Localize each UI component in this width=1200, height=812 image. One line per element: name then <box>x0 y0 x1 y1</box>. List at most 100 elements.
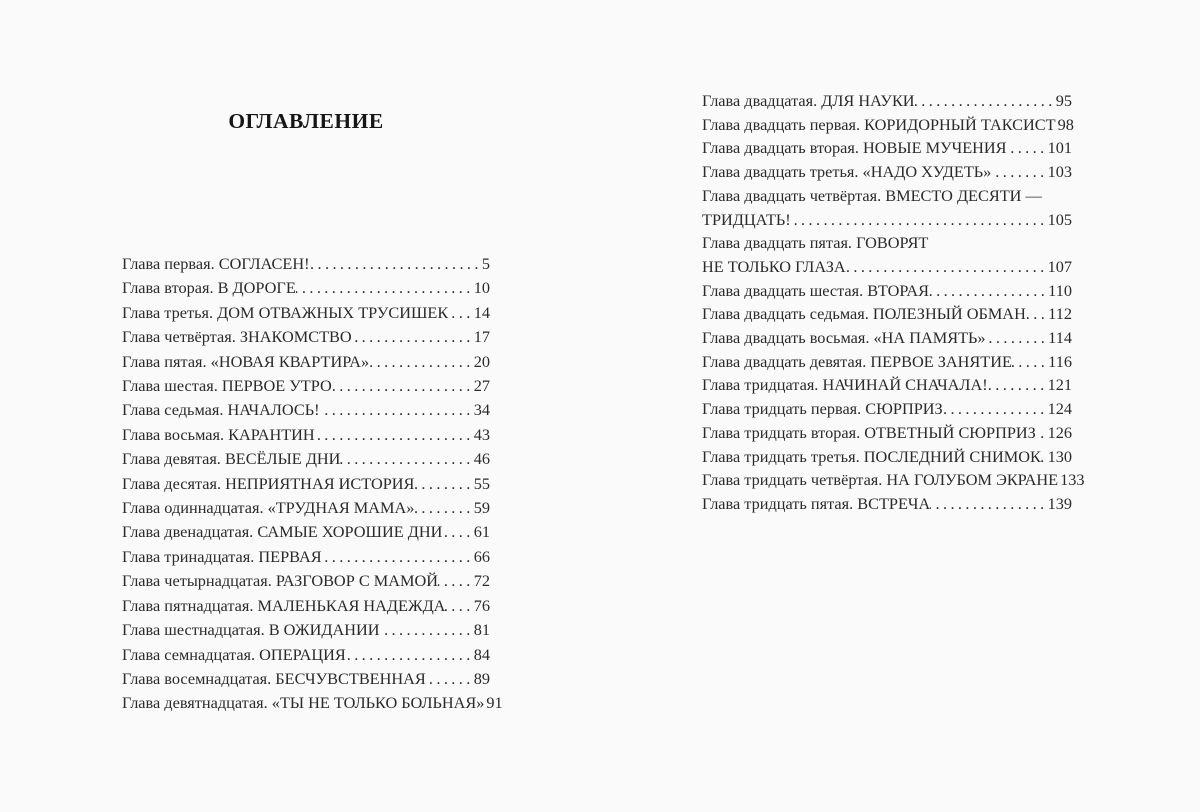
toc-entry: Глава тридцать пятая. ВСТРЕЧА 139 <box>702 492 1072 516</box>
toc-entry-line: Глава тридцать третья. ПОСЛЕДНИЙ СНИМОК 1… <box>702 445 1072 469</box>
toc-entry: Глава двадцать вторая. НОВЫЕ МУЧЕНИЯ 101 <box>702 136 1072 160</box>
toc-entry-title: Глава четвёртая. ЗНАКОМСТВО <box>122 327 352 347</box>
toc-entry-title: Глава одиннадцатая. «ТРУДНАЯ МАМА» <box>122 498 415 518</box>
toc-entry-title: Глава двадцать третья. «НАДО ХУДЕТЬ» <box>702 162 992 182</box>
dot-leader <box>791 208 1048 232</box>
toc-entry: Глава восемнадцатая. БЕСЧУВСТВЕННАЯ 89 <box>122 667 490 691</box>
toc-entry-page-number: 112 <box>1048 304 1072 324</box>
toc-entry-page-number: 5 <box>481 254 490 273</box>
dot-leader <box>1007 136 1048 160</box>
toc-entry: Глава вторая. В ДОРОГЕ 10 <box>122 276 490 300</box>
toc-entry-line: Глава тридцатая. НАЧИНАЙ СНАЧАЛА! 121 <box>702 373 1072 397</box>
toc-entry: Глава тридцатая. НАЧИНАЙ СНАЧАЛА! 121 <box>702 373 1072 397</box>
toc-entry-page-number: 126 <box>1047 422 1072 442</box>
toc-entry: Глава пятая. «НОВАЯ КВАРТИРА» 20 <box>122 350 490 374</box>
dot-leader <box>929 279 1048 303</box>
toc-entry: Глава тринадцатая. ПЕРВАЯ 66 <box>122 545 490 569</box>
dot-leader <box>296 276 474 300</box>
toc-entry-page-number: 14 <box>473 302 490 322</box>
dot-leader <box>320 398 474 422</box>
toc-column-right: Глава двадцатая. ДЛЯ НАУКИ95Глава двадца… <box>702 89 1085 516</box>
toc-entry-title: Глава первая. СОГЛАСЕН! <box>122 254 310 273</box>
toc-entry-page-number: 43 <box>473 424 490 444</box>
toc-entry-line: Глава девятая. ВЕСЁЛЫЕ ДНИ 46 <box>122 447 490 471</box>
toc-entry-line: Глава первая. СОГЛАСЕН! 5 <box>122 252 490 276</box>
toc-entry-line: Глава двадцатая. ДЛЯ НАУКИ 95 <box>702 89 1072 113</box>
toc-column-left: Глава первая. СОГЛАСЕН! 5 Глава вторая. В … <box>122 252 503 716</box>
dot-leader <box>438 569 474 593</box>
toc-entry: Глава двадцать девятая. ПЕРВОЕ ЗАНЯТИЕ 11… <box>702 350 1072 374</box>
toc-entry-title: Глава восьмая. КАРАНТИН <box>122 424 315 444</box>
toc-entry-title: Глава двадцать седьмая. ПОЛЕЗНЫЙ ОБМАН <box>702 304 1026 324</box>
toc-entry-line: Глава восьмая. КАРАНТИН 43 <box>122 423 490 447</box>
toc-entry-line: Глава четырнадцатая. РАЗГОВОР С МАМОЙ 72 <box>122 569 490 593</box>
toc-entry-line: Глава девятнадцатая. «ТЫ НЕ ТОЛЬКО БОЛЬН… <box>122 691 503 715</box>
toc-entry: Глава семнадцатая. ОПЕРАЦИЯ 84 <box>122 643 490 667</box>
toc-entry-line: Глава тридцать четвёртая. НА ГОЛУБОМ ЭКР… <box>702 468 1085 492</box>
toc-entry-title: Глава седьмая. НАЧАЛОСЬ! <box>122 400 320 420</box>
toc-entry-title: Глава двадцать вторая. НОВЫЕ МУЧЕНИЯ <box>702 138 1007 158</box>
toc-entry: Глава тридцать вторая. ОТВЕТНЫЙ СЮРПРИЗ 1… <box>702 421 1072 445</box>
toc-entry-line: Глава тридцать вторая. ОТВЕТНЫЙ СЮРПРИЗ 1… <box>702 421 1072 445</box>
toc-entry-line: Глава двадцать седьмая. ПОЛЕЗНЫЙ ОБМАН 11… <box>702 302 1072 326</box>
toc-entry-line: Глава шестнадцатая. В ОЖИДАНИИ 81 <box>122 618 490 642</box>
toc-entry-title: Глава тридцатая. НАЧИНАЙ СНАЧАЛА! <box>702 375 988 395</box>
toc-entry-page-number: 107 <box>1047 256 1072 276</box>
toc-entry: Глава двадцать третья. «НАДО ХУДЕТЬ» 103 <box>702 160 1072 184</box>
toc-entry-title: ТРИДЦАТЬ! <box>702 209 791 229</box>
toc-entry-line: Глава двадцать пятая. ГОВОРЯТ <box>702 231 1072 255</box>
toc-entry-page-number: 98 <box>1057 114 1074 134</box>
toc-entry-page-number: 66 <box>473 546 490 566</box>
dot-leader <box>448 301 474 325</box>
toc-entry-title: Глава пятая. «НОВАЯ КВАРТИРА» <box>122 351 370 371</box>
toc-entry-title: Глава тридцать первая. СЮРПРИЗ <box>702 399 943 419</box>
toc-entry-page-number: 59 <box>473 498 490 518</box>
toc-entry: Глава двенадцатая. САМЫЕ ХОРОШИЕ ДНИ 61 <box>122 520 490 544</box>
toc-entry: Глава девятая. ВЕСЁЛЫЕ ДНИ 46 <box>122 447 490 471</box>
dot-leader <box>988 373 1048 397</box>
toc-entry: Глава одиннадцатая. «ТРУДНАЯ МАМА» 59 <box>122 496 490 520</box>
toc-entry-page-number: 139 <box>1047 493 1072 513</box>
dot-leader <box>943 397 1048 421</box>
toc-entry-page-number: 101 <box>1047 138 1072 158</box>
toc-entry-title: Глава шестая. ПЕРВОЕ УТРО <box>122 376 332 396</box>
toc-entry-page-number: 89 <box>473 668 490 688</box>
toc-entry-line: Глава тридцать пятая. ВСТРЕЧА 139 <box>702 492 1072 516</box>
dot-leader <box>352 325 474 349</box>
toc-entry-line: НЕ ТОЛЬКО ГЛАЗА 107 <box>702 255 1072 279</box>
toc-entry: Глава пятнадцатая. МАЛЕНЬКАЯ НАДЕЖДА 76 <box>122 594 490 618</box>
dot-leader <box>346 643 474 667</box>
toc-entry-line: Глава шестая. ПЕРВОЕ УТРО 27 <box>122 374 490 398</box>
toc-entry: Глава третья. ДОМ ОТВАЖНЫХ ТРУСИШЕК 14 <box>122 301 490 325</box>
toc-entry-title: Глава тридцать третья. ПОСЛЕДНИЙ СНИМОК <box>702 446 1041 466</box>
toc-entry-title: НЕ ТОЛЬКО ГЛАЗА <box>702 256 846 276</box>
toc-entry-page-number: 110 <box>1048 280 1072 300</box>
toc-entry-line: Глава семнадцатая. ОПЕРАЦИЯ 84 <box>122 643 490 667</box>
toc-entry: Глава шестнадцатая. В ОЖИДАНИИ 81 <box>122 618 490 642</box>
toc-entry-line: Глава двадцать вторая. НОВЫЕ МУЧЕНИЯ 101 <box>702 136 1072 160</box>
dot-leader <box>986 326 1049 350</box>
toc-entry-page-number: 46 <box>473 449 490 469</box>
dot-leader <box>414 496 473 520</box>
toc-entry-line: Глава двенадцатая. САМЫЕ ХОРОШИЕ ДНИ 61 <box>122 520 490 544</box>
toc-entry-line: Глава четвёртая. ЗНАКОМСТВО 17 <box>122 325 490 349</box>
dot-leader <box>369 350 474 374</box>
toc-entry-line: Глава двадцать восьмая. «НА ПАМЯТЬ» 114 <box>702 326 1072 350</box>
toc-entry-title: Глава тринадцатая. ПЕРВАЯ <box>122 546 322 566</box>
toc-entry-title: Глава девятая. ВЕСЁЛЫЕ ДНИ <box>122 449 341 469</box>
toc-entry-title: Глава семнадцатая. ОПЕРАЦИЯ <box>122 644 346 664</box>
toc-heading: ОГЛАВЛЕНИЕ <box>228 109 384 133</box>
toc-entry-title: Глава двадцать шестая. ВТОРАЯ <box>702 280 929 300</box>
toc-entry: Глава двадцать пятая. ГОВОРЯТ НЕ ТОЛЬКО Г… <box>702 231 1072 278</box>
toc-entry-page-number: 124 <box>1047 399 1072 419</box>
toc-entry-line: Глава тринадцатая. ПЕРВАЯ 66 <box>122 545 490 569</box>
toc-entry-line: Глава восемнадцатая. БЕСЧУВСТВЕННАЯ 89 <box>122 667 490 691</box>
toc-entry-title: Глава восемнадцатая. БЕСЧУВСТВЕННАЯ <box>122 668 426 688</box>
toc-entry: Глава шестая. ПЕРВОЕ УТРО 27 <box>122 374 490 398</box>
dot-leader <box>1036 421 1048 445</box>
toc-entry-line: ТРИДЦАТЬ! 105 <box>702 208 1072 232</box>
dot-leader <box>1041 445 1048 469</box>
toc-entry-page-number: 27 <box>473 376 490 396</box>
toc-entry-title: Глава двадцать первая. КОРИДОРНЫЙ ТАКСИС… <box>702 114 1056 134</box>
toc-entry-title: Глава двадцать восьмая. «НА ПАМЯТЬ» <box>702 328 986 348</box>
